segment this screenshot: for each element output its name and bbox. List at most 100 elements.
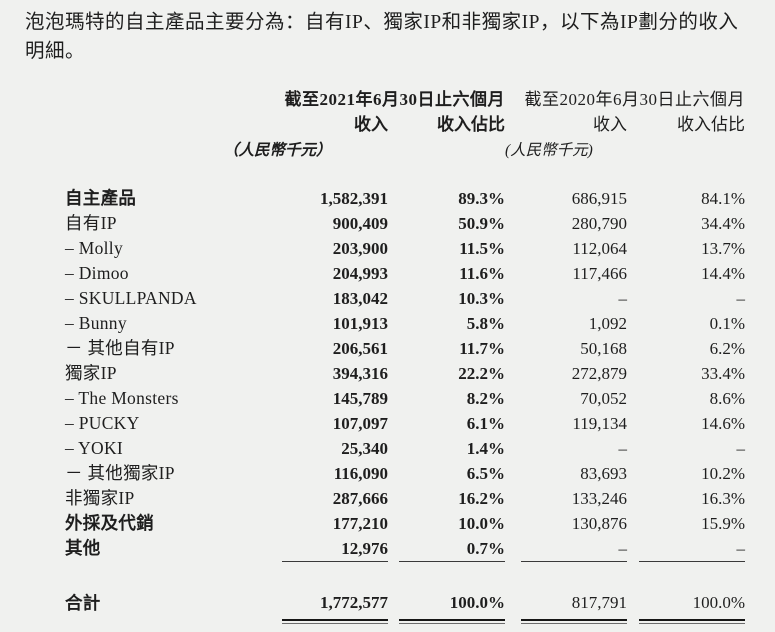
revenue-2020-cell: 112,064 <box>572 239 627 258</box>
revenue-2021-cell: 116,090 <box>333 464 388 483</box>
share-2021-cell: 11.7% <box>459 339 505 358</box>
revenue-2020-cell: 272,879 <box>571 364 627 383</box>
unit-2020-label: (人民幣千元) <box>505 142 593 159</box>
revenue-2020-cell: 50,168 <box>580 339 627 358</box>
revenue-2020-cell: 133,246 <box>571 489 627 508</box>
row-label: – YOKI <box>65 438 124 458</box>
table-row: 獨家IP 394,316 22.2% 272,879 33.4% <box>65 361 745 386</box>
row-label: – Molly <box>65 238 124 258</box>
table-row: 非獨家IP 287,666 16.2% 133,246 16.3% <box>65 486 745 511</box>
row-label: 其他 <box>65 538 101 558</box>
revenue-2020-cell: 280,790 <box>571 214 627 233</box>
share-2020-cell: 14.6% <box>701 414 745 433</box>
double-rule-revenue-2020 <box>521 619 627 624</box>
row-label: 自主產品 <box>65 188 137 208</box>
revenue-2020-column-header: 收入 <box>593 115 627 134</box>
header-period-row: 截至2021年6月30日止六個月 截至2020年6月30日止六個月 <box>65 88 745 112</box>
row-label: － 其他獨家IP <box>65 463 175 483</box>
row-label: – SKULLPANDA <box>65 288 197 308</box>
share-2021-cell: 89.3% <box>458 189 505 208</box>
row-label: 自有IP <box>65 213 117 233</box>
row-label: – Bunny <box>65 313 127 333</box>
table-row: 自有IP 900,409 50.9% 280,790 34.4% <box>65 211 745 236</box>
revenue-2021-cell: 203,900 <box>332 239 388 258</box>
table-body: 自主產品 1,582,391 89.3% 686,915 84.1% 自有IP 900,40… <box>0 186 775 561</box>
share-2021-cell: 16.2% <box>458 489 505 508</box>
rule-revenue-2020 <box>521 561 627 562</box>
share-2020-cell: 34.4% <box>701 214 745 233</box>
share-2020-cell: 10.2% <box>701 464 745 483</box>
share-2021-cell: 8.2% <box>466 389 505 408</box>
share-2021-cell: 11.6% <box>459 264 505 283</box>
share-2021-cell: 6.5% <box>466 464 505 483</box>
revenue-2021-cell: 107,097 <box>332 414 388 433</box>
revenue-2021-cell: 177,210 <box>332 514 388 533</box>
table-header: 截至2021年6月30日止六個月 截至2020年6月30日止六個月 收入 收入佔… <box>0 88 775 164</box>
revenue-2021-cell: 287,666 <box>332 489 388 508</box>
revenue-2021-column-header: 收入 <box>354 115 388 134</box>
revenue-2021-cell: 145,789 <box>332 389 388 408</box>
share-2020-cell: – <box>736 439 746 458</box>
subtotal-rule-row <box>65 561 745 566</box>
row-label: – Dimoo <box>65 263 129 283</box>
row-label: 外採及代銷 <box>65 513 154 533</box>
total-share-2021: 100.0% <box>449 593 505 612</box>
revenue-2021-cell: 206,561 <box>332 339 388 358</box>
share-2020-cell: 84.1% <box>701 189 745 208</box>
share-2021-cell: 11.5% <box>459 239 505 258</box>
double-rule-share-2021 <box>399 619 505 624</box>
table-row: – YOKI 25,340 1.4% – – <box>65 436 745 461</box>
revenue-2020-cell: 70,052 <box>580 389 627 408</box>
share-2020-cell: 13.7% <box>701 239 745 258</box>
rule-revenue-2021 <box>282 561 388 562</box>
table-row: – Bunny 101,913 5.8% 1,092 0.1% <box>65 311 745 336</box>
intro-paragraph: 泡泡瑪特的自主產品主要分為：自有IP、獨家IP和非獨家IP，以下為IP劃分的收入… <box>25 12 739 62</box>
row-label: – The Monsters <box>65 388 179 408</box>
revenue-2021-cell: 204,993 <box>332 264 388 283</box>
total-share-2020: 100.0% <box>692 593 745 612</box>
revenue-table: 截至2021年6月30日止六個月 截至2020年6月30日止六個月 收入 收入佔… <box>0 88 775 629</box>
header-units-row: （人民幣千元） (人民幣千元) <box>65 138 745 164</box>
share-2020-cell: 0.1% <box>709 314 745 333</box>
total-revenue-2020: 817,791 <box>571 593 627 612</box>
share-2020-cell: 15.9% <box>701 514 745 533</box>
table-row: – SKULLPANDA 183,042 10.3% – – <box>65 286 745 311</box>
table-row: – Molly 203,900 11.5% 112,064 13.7% <box>65 236 745 261</box>
row-label: 獨家IP <box>65 363 117 383</box>
rule-share-2021 <box>399 561 505 562</box>
table-row: － 其他獨家IP 116,090 6.5% 83,693 10.2% <box>65 461 745 486</box>
revenue-2020-cell: 130,876 <box>571 514 627 533</box>
revenue-2021-cell: 12,976 <box>341 539 388 558</box>
revenue-2020-cell: 119,134 <box>572 414 627 433</box>
share-2020-cell: 14.4% <box>701 264 745 283</box>
revenue-2021-cell: 394,316 <box>332 364 388 383</box>
share-2021-cell: 1.4% <box>466 439 505 458</box>
total-row: 合計 1,772,577 100.0% 817,791 100.0% <box>65 590 745 616</box>
revenue-2020-cell: 686,915 <box>571 189 627 208</box>
total-double-rule-row <box>65 619 745 629</box>
share-2020-column-header: 收入佔比 <box>677 115 745 134</box>
table-row: 外採及代銷 177,210 10.0% 130,876 15.9% <box>65 511 745 536</box>
row-label: 非獨家IP <box>65 488 135 508</box>
table-row: 其他 12,976 0.7% – – <box>65 536 745 561</box>
revenue-2021-cell: 101,913 <box>332 314 388 333</box>
share-2020-cell: 16.3% <box>701 489 745 508</box>
share-2021-cell: 0.7% <box>466 539 505 558</box>
total-label: 合計 <box>65 593 101 613</box>
share-2021-cell: 5.8% <box>466 314 505 333</box>
row-label: – PUCKY <box>65 413 140 433</box>
total-revenue-2021: 1,772,577 <box>320 593 388 612</box>
table-row: － 其他自有IP 206,561 11.7% 50,168 6.2% <box>65 336 745 361</box>
rule-share-2020 <box>639 561 745 562</box>
table-row: – PUCKY 107,097 6.1% 119,134 14.6% <box>65 411 745 436</box>
revenue-2020-cell: – <box>618 439 628 458</box>
share-2021-cell: 50.9% <box>458 214 505 233</box>
table-row: – The Monsters 145,789 8.2% 70,052 8.6% <box>65 386 745 411</box>
revenue-2021-cell: 25,340 <box>341 439 388 458</box>
share-2021-cell: 6.1% <box>466 414 505 433</box>
share-2021-cell: 22.2% <box>458 364 505 383</box>
revenue-2020-cell: 117,466 <box>572 264 627 283</box>
revenue-2020-cell: – <box>618 289 628 308</box>
revenue-2020-cell: 83,693 <box>580 464 627 483</box>
